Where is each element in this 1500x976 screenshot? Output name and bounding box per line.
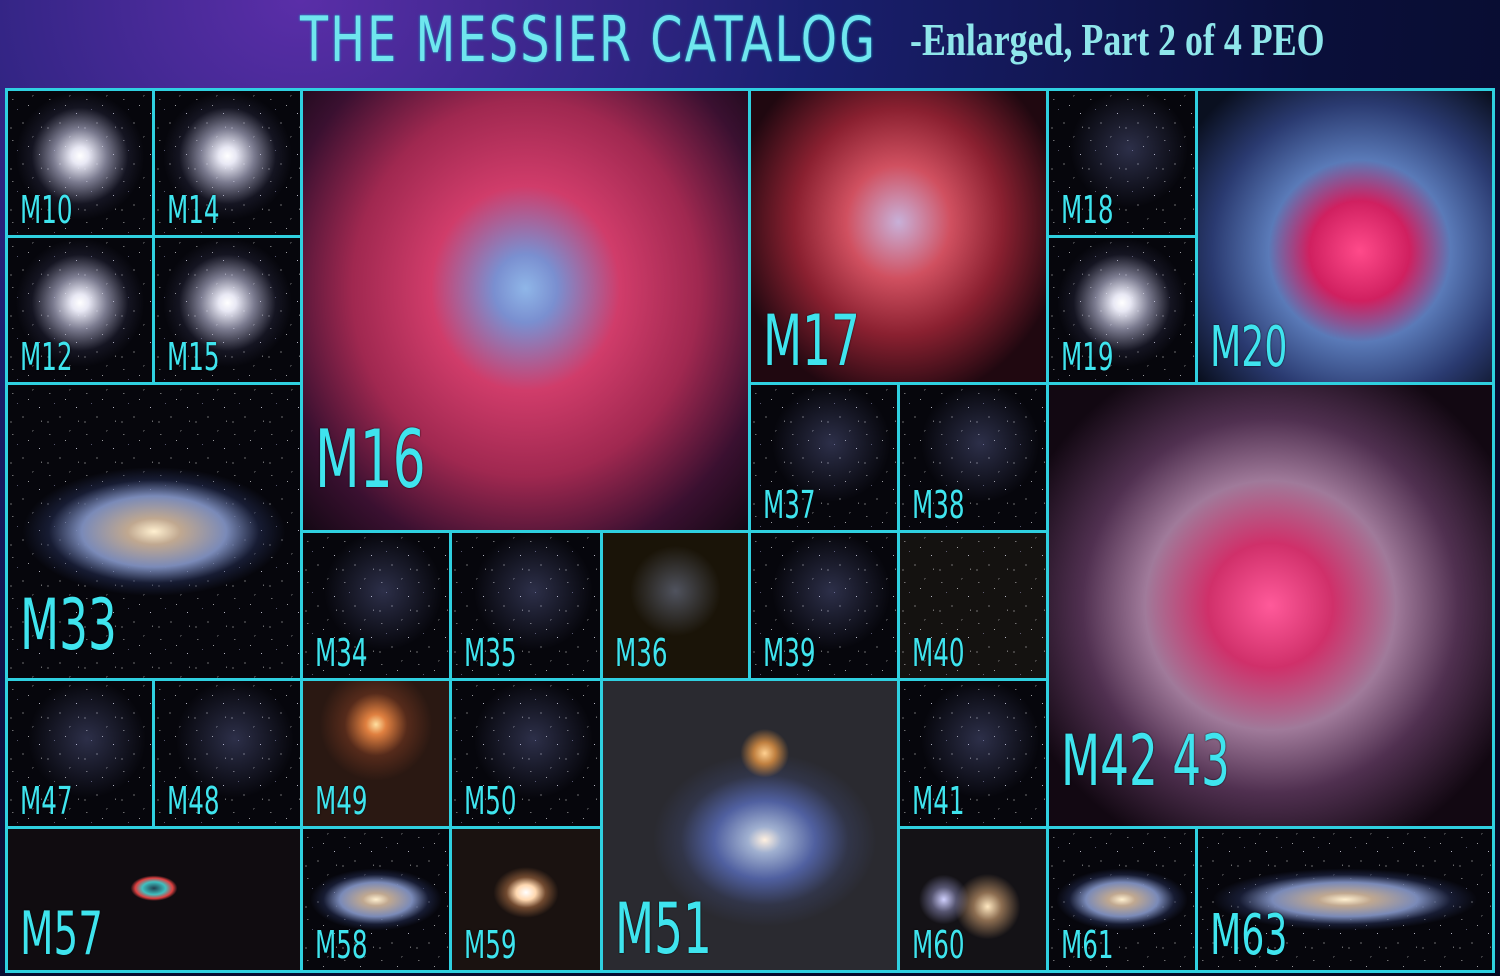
cell-m38: M38 [897, 382, 1049, 533]
object-image [1049, 829, 1195, 970]
poster-title: THE MESSIER CATALOG [300, 3, 878, 76]
object-image [1049, 238, 1195, 382]
cell-label: M40 [912, 631, 965, 675]
cell-m51: M51 [600, 678, 900, 973]
object-image [303, 829, 449, 970]
object-image [155, 681, 300, 826]
poster-subtitle: -Enlarged, Part 2 of 4 PEO [910, 14, 1325, 65]
cell-label: M12 [20, 335, 73, 379]
object-image [1049, 91, 1195, 235]
cell-m37: M37 [748, 382, 900, 533]
cell-m40: M40 [897, 530, 1049, 681]
cell-label: M41 [912, 779, 965, 823]
object-image [8, 238, 152, 382]
cell-m48: M48 [152, 678, 303, 829]
cell-label: M42 43 [1061, 720, 1230, 802]
cell-m42-43: M42 43 [1046, 382, 1495, 829]
object-image [1049, 385, 1492, 826]
cell-label: M49 [315, 779, 368, 823]
cell-label: M48 [167, 779, 220, 823]
cell-label: M10 [20, 188, 73, 232]
cell-m60: M60 [897, 826, 1049, 973]
object-image [303, 681, 449, 826]
cell-label: M58 [315, 923, 368, 967]
object-image [900, 681, 1046, 826]
cell-label: M63 [1210, 903, 1288, 968]
cell-m59: M59 [449, 826, 603, 973]
object-image [155, 238, 300, 382]
cell-label: M57 [20, 899, 103, 969]
cell-m61: M61 [1046, 826, 1198, 973]
object-image [8, 829, 300, 970]
object-image [603, 681, 897, 970]
cell-label: M15 [167, 335, 220, 379]
cell-label: M19 [1061, 335, 1114, 379]
cell-m16: M16 [300, 88, 751, 533]
cell-m50: M50 [449, 678, 603, 829]
cell-m14: M14 [152, 88, 303, 238]
cell-m12: M12 [5, 235, 155, 385]
cell-label: M14 [167, 188, 220, 232]
object-image [1198, 91, 1492, 382]
cell-m18: M18 [1046, 88, 1198, 238]
cell-label: M33 [20, 584, 117, 666]
object-image [603, 533, 748, 678]
object-image [8, 91, 152, 235]
cell-label: M20 [1210, 315, 1288, 380]
cell-label: M50 [464, 779, 517, 823]
object-image [8, 681, 152, 826]
object-image [751, 385, 897, 530]
cell-m15: M15 [152, 235, 303, 385]
cell-m41: M41 [897, 678, 1049, 829]
object-image [452, 829, 600, 970]
object-image [452, 681, 600, 826]
cell-m35: M35 [449, 530, 603, 681]
object-image [8, 385, 300, 678]
cell-label: M17 [763, 300, 860, 382]
cell-m34: M34 [300, 530, 452, 681]
object-image [751, 91, 1046, 382]
cell-m36: M36 [600, 530, 751, 681]
cell-label: M51 [615, 888, 712, 970]
cell-label: M36 [615, 631, 668, 675]
cell-label: M39 [763, 631, 816, 675]
object-image [303, 533, 449, 678]
cell-label: M37 [763, 483, 816, 527]
cell-label: M60 [912, 923, 965, 967]
object-image [1198, 829, 1492, 970]
cell-m39: M39 [748, 530, 900, 681]
cell-label: M35 [464, 631, 517, 675]
cell-m49: M49 [300, 678, 452, 829]
object-image [751, 533, 897, 678]
cell-label: M16 [315, 413, 426, 506]
cell-m33: M33 [5, 382, 303, 681]
cell-m19: M19 [1046, 235, 1198, 385]
object-image [900, 385, 1046, 530]
object-image [303, 91, 748, 530]
cell-m58: M58 [300, 826, 452, 973]
object-image [452, 533, 600, 678]
cell-m10: M10 [5, 88, 155, 238]
object-image [155, 91, 300, 235]
cell-label: M18 [1061, 188, 1114, 232]
cell-label: M38 [912, 483, 965, 527]
cell-label: M61 [1061, 923, 1114, 967]
cell-m47: M47 [5, 678, 155, 829]
cell-label: M47 [20, 779, 73, 823]
cell-label: M34 [315, 631, 368, 675]
cell-m57: M57 [5, 826, 303, 973]
cell-m63: M63 [1195, 826, 1495, 973]
cell-m20: M20 [1195, 88, 1495, 385]
cell-m17: M17 [748, 88, 1049, 385]
object-image [900, 829, 1046, 970]
cell-label: M59 [464, 923, 517, 967]
